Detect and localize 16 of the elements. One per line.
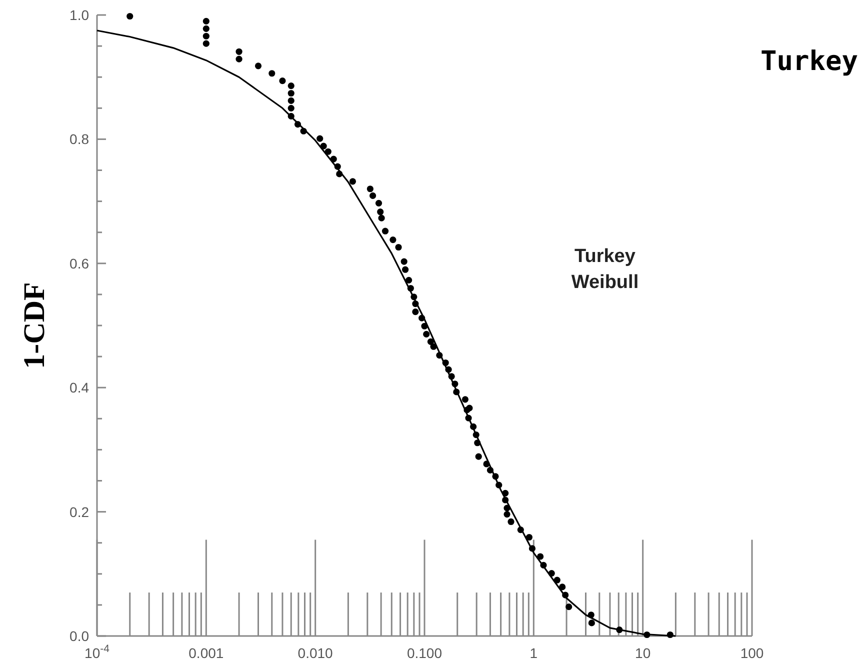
y-tick-label: 0.2 [70,504,90,520]
y-tick-label: 0.0 [70,628,90,644]
y-axis-title: 1-CDF [18,282,51,369]
y-tick-label: 0.4 [70,380,90,396]
text: Turkey [760,46,858,77]
y-tick-label: 0.6 [70,255,90,272]
x-tick-label: 100 [740,645,764,661]
x-tick-label: 0.100 [406,645,442,661]
x-tick-label: 10 [635,645,651,661]
annotation: Turkey Weibull [571,246,639,293]
y-tick-label: 0.8 [70,131,90,148]
x-tick-label: 1 [530,645,538,661]
x-tick-label: 10$^{-4}$ [84,643,110,661]
x-tick-label: 0.010 [298,645,334,661]
y-tick-label: 1.0 [70,7,90,23]
x-tick-label: 0.001 [188,645,224,661]
